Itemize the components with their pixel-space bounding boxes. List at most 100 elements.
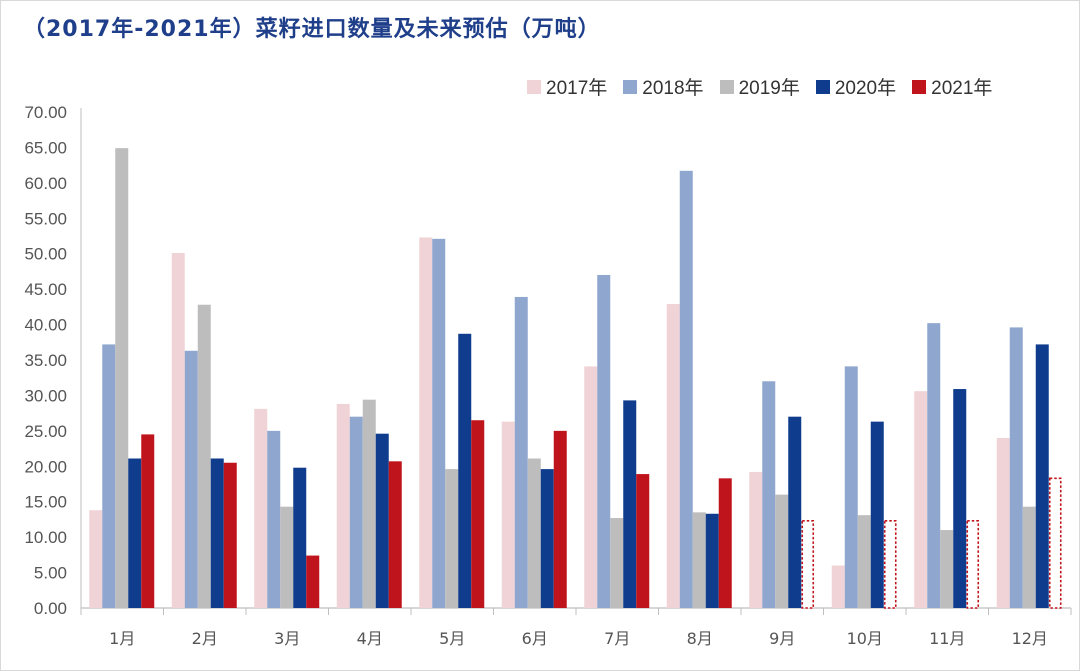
bar	[223, 462, 237, 608]
x-tick-label: 11月	[929, 629, 965, 648]
bar	[636, 474, 650, 608]
bar	[996, 437, 1010, 608]
bar	[692, 512, 706, 608]
bar	[458, 333, 472, 608]
bar	[610, 518, 624, 608]
bar	[210, 458, 224, 608]
bar	[831, 565, 845, 608]
bar	[349, 416, 363, 608]
legend-label: 2020年	[834, 78, 897, 99]
bar	[527, 458, 541, 608]
bar	[623, 400, 637, 608]
legend-label: 2021年	[931, 78, 993, 99]
bar	[432, 238, 446, 608]
legend-swatch	[719, 79, 734, 94]
x-tick-label: 6月	[522, 629, 548, 648]
y-tick-label: 35.00	[24, 351, 67, 370]
bar	[775, 494, 789, 608]
y-tick-label: 30.00	[24, 386, 67, 405]
bar	[553, 430, 567, 608]
legend-swatch	[623, 79, 638, 94]
y-tick-label: 55.00	[24, 209, 67, 228]
legend-item-4: 2021年	[912, 73, 992, 100]
bar	[927, 323, 941, 608]
legend-item-2: 2019年	[719, 73, 800, 100]
bar-estimated	[801, 520, 815, 609]
chart-legend: 2017年 2018年 2019年 2020年 2021年	[527, 73, 992, 100]
y-tick-label: 40.00	[24, 316, 67, 335]
bar	[749, 471, 763, 608]
bar	[844, 366, 858, 608]
bar	[197, 304, 211, 608]
bar	[254, 408, 268, 608]
bar	[102, 344, 116, 608]
legend-swatch	[527, 79, 541, 94]
bar	[597, 274, 611, 608]
x-tick-label: 9月	[769, 629, 795, 648]
bar	[914, 391, 928, 608]
bar	[857, 515, 871, 608]
bar	[666, 304, 680, 608]
bar	[184, 350, 198, 608]
bar	[953, 389, 967, 608]
legend-item-1: 2018年	[623, 73, 704, 100]
bar	[141, 434, 155, 608]
x-tick-label: 1月	[109, 629, 135, 648]
bar	[788, 416, 802, 608]
x-tick-label: 7月	[604, 629, 630, 648]
bar	[705, 513, 719, 608]
bar	[115, 148, 129, 608]
bar-estimated	[883, 520, 897, 609]
x-tick-label: 3月	[274, 629, 300, 648]
bar	[501, 421, 515, 608]
legend-item-3: 2020年	[815, 73, 897, 100]
x-tick-label: 4月	[357, 629, 383, 648]
bar	[89, 510, 103, 608]
y-tick-label: 50.00	[24, 245, 67, 264]
y-tick-label: 25.00	[24, 422, 67, 441]
legend-label: 2019年	[738, 78, 800, 99]
bar	[762, 381, 776, 608]
y-tick-label: 70.00	[24, 103, 67, 122]
bar	[1035, 344, 1049, 608]
bar	[540, 469, 554, 608]
bar	[419, 237, 433, 608]
y-tick-label: 60.00	[24, 174, 67, 193]
bar	[171, 253, 185, 608]
bar	[940, 530, 954, 608]
x-tick-label: 10月	[847, 629, 883, 648]
bar	[471, 420, 485, 608]
y-tick-label: 15.00	[24, 493, 67, 512]
y-tick-label: 10.00	[24, 528, 67, 547]
legend-item-0: 2017年	[527, 73, 607, 100]
bar	[445, 469, 459, 608]
bar	[584, 366, 598, 608]
bar	[280, 506, 294, 608]
bar-estimated	[1048, 477, 1062, 609]
bar	[514, 296, 528, 608]
bar	[718, 478, 732, 608]
bar	[362, 399, 376, 608]
x-tick-label: 5月	[439, 629, 465, 648]
bar	[128, 458, 142, 608]
bar	[336, 403, 350, 608]
bar	[1009, 327, 1023, 608]
y-tick-label: 0.00	[34, 599, 67, 618]
y-tick-label: 5.00	[34, 564, 67, 583]
chart-title: （2017年-2021年）菜籽进口数量及未来预估（万吨）	[23, 17, 601, 42]
bar	[306, 555, 320, 608]
x-tick-label: 8月	[687, 629, 713, 648]
bar	[870, 421, 884, 608]
bar	[267, 430, 281, 608]
legend-label: 2017年	[546, 78, 608, 99]
legend-label: 2018年	[642, 78, 704, 99]
y-tick-label: 20.00	[24, 457, 67, 476]
y-tick-label: 65.00	[24, 138, 67, 157]
x-tick-label: 12月	[1012, 629, 1048, 648]
bar-estimated	[966, 520, 980, 609]
y-tick-label: 45.00	[24, 280, 67, 299]
legend-swatch	[815, 79, 830, 94]
bar	[1022, 506, 1036, 608]
bar	[375, 433, 389, 608]
